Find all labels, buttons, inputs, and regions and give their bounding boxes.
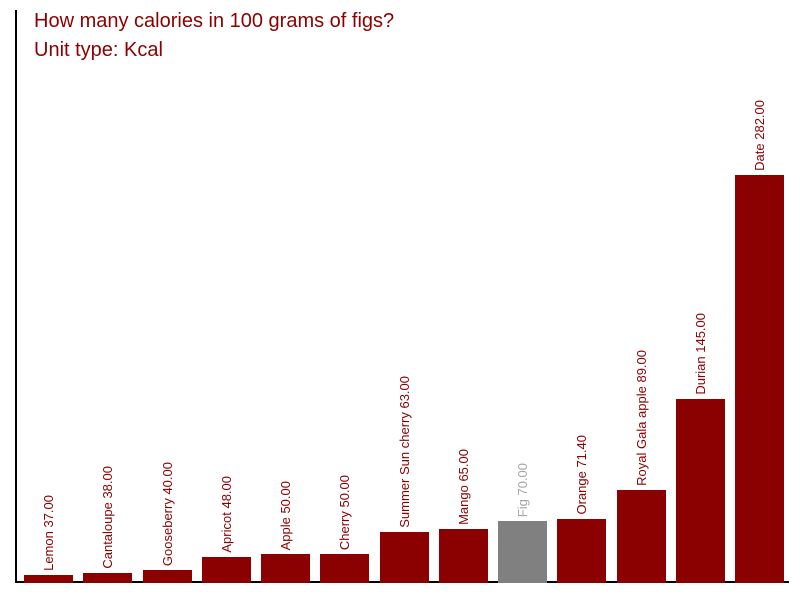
chart-title: How many calories in 100 grams of figs? xyxy=(34,10,395,32)
bar-label-orange: Orange 71.40 xyxy=(573,435,589,515)
bar-label-apple: Apple 50.00 xyxy=(277,480,293,550)
bar-cantaloupe xyxy=(83,573,132,583)
bar-gooseberry xyxy=(143,570,192,583)
bar-orange xyxy=(557,519,606,583)
bar-royal-gala-apple xyxy=(617,490,666,583)
bar-label-cantaloupe: Cantaloupe 38.00 xyxy=(99,466,115,569)
bar-label-royal-gala-apple: Royal Gala apple 89.00 xyxy=(633,350,649,486)
bar-durian xyxy=(676,399,725,583)
bar-summer-sun-cherry xyxy=(380,532,429,583)
bar-label-lemon: Lemon 37.00 xyxy=(40,495,56,571)
bar-date xyxy=(735,175,784,583)
bar-mango xyxy=(439,529,488,583)
bar-fig xyxy=(498,521,547,583)
chart-subtitle: Unit type: Kcal xyxy=(34,39,163,61)
bar-label-cherry: Cherry 50.00 xyxy=(336,474,352,550)
bar-label-gooseberry: Gooseberry 40.00 xyxy=(159,461,175,566)
bar-apple xyxy=(261,554,310,583)
bar-label-mango: Mango 65.00 xyxy=(455,449,471,525)
bar-label-summer-sun-cherry: Summer Sun cherry 63.00 xyxy=(396,376,412,528)
bar-label-date: Date 282.00 xyxy=(751,100,767,171)
bar-label-fig: Fig 70.00 xyxy=(514,462,530,517)
y-axis-line xyxy=(15,10,17,583)
bar-label-apricot: Apricot 48.00 xyxy=(218,476,234,553)
bar-lemon xyxy=(24,575,73,583)
bar-apricot xyxy=(202,557,251,583)
bar-cherry xyxy=(320,554,369,583)
bar-label-durian: Durian 145.00 xyxy=(692,313,708,395)
